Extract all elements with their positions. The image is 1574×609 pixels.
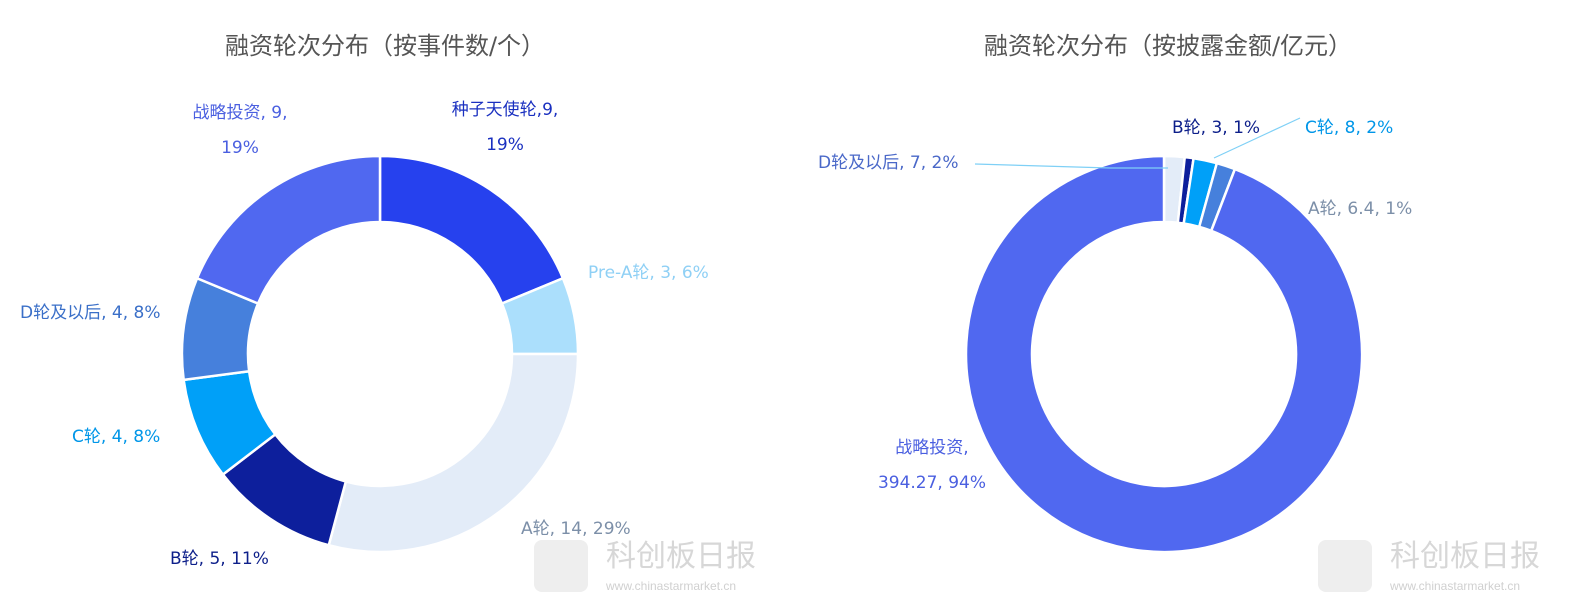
watermark-name: 科创板日报	[1390, 539, 1540, 574]
data-label: 19%	[486, 135, 524, 155]
donut-right	[964, 154, 1364, 554]
data-label: B轮, 3, 1%	[1172, 118, 1260, 138]
watermark-logo-icon	[1318, 540, 1372, 592]
data-label: C轮, 4, 8%	[72, 427, 160, 447]
data-label: 战略投资,	[895, 438, 968, 458]
data-label: D轮及以后, 7, 2%	[818, 153, 959, 173]
data-label: C轮, 8, 2%	[1305, 118, 1393, 138]
donut-left	[180, 154, 580, 554]
leader-line	[1213, 117, 1301, 159]
data-label: 394.27, 94%	[878, 473, 986, 493]
data-label: 战略投资, 9,	[192, 103, 287, 123]
data-label: A轮, 14, 29%	[521, 519, 631, 539]
data-label: A轮, 6.4, 1%	[1308, 199, 1412, 219]
chart-title-left: 融资轮次分布（按事件数/个）	[225, 32, 545, 60]
leader-lines-right	[974, 117, 1301, 169]
donut-slice	[964, 154, 1364, 554]
leader-line	[974, 163, 1168, 169]
donut-slice	[327, 352, 580, 554]
donut-slice	[195, 154, 382, 305]
watermark-logo-icon	[534, 540, 588, 592]
data-label: 19%	[221, 138, 259, 158]
data-label: D轮及以后, 4, 8%	[20, 303, 161, 323]
donut-slice	[378, 154, 565, 305]
watermark-name: 科创板日报	[606, 539, 756, 574]
data-label: 种子天使轮,9,	[452, 99, 559, 120]
data-label: Pre-A轮, 3, 6%	[588, 263, 709, 283]
labels-left: 种子天使轮,9, 19% Pre-A轮, 3, 6% A轮, 14, 29% B…	[20, 99, 709, 569]
watermark-url: www.chinastarmarket.cn	[605, 579, 736, 593]
watermark-left: 科创板日报 www.chinastarmarket.cn	[534, 539, 756, 593]
watermark-right: 科创板日报 www.chinastarmarket.cn	[1318, 539, 1540, 593]
data-label: B轮, 5, 11%	[170, 549, 269, 569]
chart-title-right: 融资轮次分布（按披露金额/亿元）	[984, 32, 1352, 60]
watermark-url: www.chinastarmarket.cn	[1389, 579, 1520, 593]
labels-right: D轮及以后, 7, 2% B轮, 3, 1% C轮, 8, 2% A轮, 6.4…	[818, 118, 1412, 493]
